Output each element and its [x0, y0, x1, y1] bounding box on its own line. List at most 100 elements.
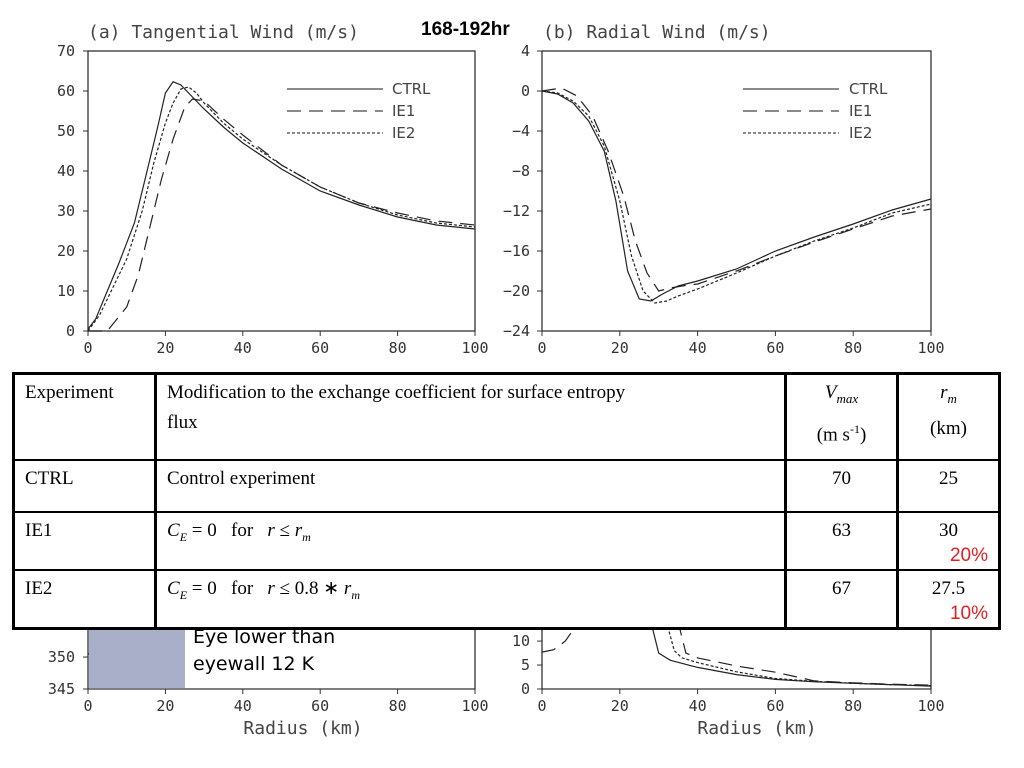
y-tick-label: −8 — [512, 162, 530, 180]
cell-modification: Control experiment — [154, 458, 787, 513]
formula-coefficient: C — [167, 519, 180, 541]
formula-rm: r — [343, 577, 352, 599]
chart-b-lines — [541, 87, 932, 304]
cell-rm-change: 10% — [949, 602, 988, 624]
x-tick-label: 60 — [311, 697, 329, 715]
header-modification-line1: Modification to the exchange coefficient… — [167, 382, 626, 403]
y-tick-label: 40 — [57, 162, 75, 180]
chart-b-legend: CTRL IE1 IE2 — [743, 80, 888, 142]
header-vmax-unit: (m s-1) — [797, 414, 886, 450]
formula-rm-subscript: m — [302, 529, 311, 544]
x-tick-label: 0 — [83, 697, 92, 715]
y-tick-label: 4 — [521, 42, 530, 60]
series-line-ctrl — [541, 90, 932, 302]
y-tick-label: 0 — [66, 322, 75, 340]
series-line-ctrl — [87, 81, 476, 330]
header-experiment: Experiment — [12, 372, 157, 461]
x-tick-label: 20 — [611, 697, 629, 715]
series-line-ie2 — [541, 90, 932, 304]
formula-coefficient-subscript: E — [179, 529, 188, 544]
y-tick-label: 60 — [57, 82, 75, 100]
header-vmax: Vmax (m s-1) — [784, 372, 899, 461]
series-line-ie2 — [87, 86, 476, 332]
y-tick-label: 30 — [57, 202, 75, 220]
chart-c-ticks: 020406080100345350355 — [48, 616, 489, 715]
y-tick-label: 0 — [521, 82, 530, 100]
formula-coefficient: C — [167, 577, 180, 599]
chart-a-frame — [87, 50, 476, 332]
cell-vmax: 70 — [784, 458, 899, 513]
legend-label-ctrl: CTRL — [392, 80, 431, 98]
chart-d: 0 20 40 60 80 100 0 5 10 Radius (km) — [512, 620, 945, 739]
eye-annotation-line2: eyewall 12 K — [193, 653, 315, 675]
legend-label-ie2: IE2 — [392, 124, 415, 142]
experiment-table: Experiment Modification to the exchange … — [12, 372, 1001, 630]
chart-a-legend: CTRL IE1 IE2 — [287, 80, 431, 142]
y-tick-label: 5 — [521, 656, 530, 674]
rm-subscript: m — [947, 390, 957, 406]
x-tick-label: 20 — [156, 339, 174, 357]
formula-factor: 0.8 ∗ — [294, 577, 344, 599]
series-line-ie1 — [541, 623, 578, 653]
header-rm-symbol: rm — [909, 378, 988, 414]
cell-rm-value: 27.5 — [931, 577, 966, 599]
series-line-ctrl — [650, 621, 932, 687]
vmax-unit-close: ) — [859, 424, 867, 446]
chart-d-lines — [541, 621, 932, 687]
y-tick-label: −12 — [503, 202, 530, 220]
y-tick-label: −20 — [503, 282, 530, 300]
header-rm-unit: (km) — [930, 417, 967, 439]
time-window-label: 168-192hr — [421, 19, 510, 40]
y-tick-label: 70 — [57, 42, 75, 60]
y-tick-label: 10 — [512, 632, 530, 650]
chart-b-title: (b) Radial Wind (m/s) — [543, 22, 771, 43]
x-tick-label: 100 — [917, 339, 944, 357]
table-row: IE1 CE = 0 for r ≤ rm 63 30 20% — [12, 510, 1001, 571]
cell-modification: CE = 0 for r ≤ 0.8 ∗ rm — [154, 568, 787, 629]
vmax-subscript: max — [836, 390, 859, 406]
y-tick-label: 345 — [48, 680, 75, 698]
y-tick-label: 20 — [57, 242, 75, 260]
y-tick-label: 350 — [48, 648, 75, 666]
x-tick-label: 80 — [844, 339, 862, 357]
x-tick-label: 60 — [766, 339, 784, 357]
chart-b: (b) Radial Wind (m/s) 0 20 40 60 80 10040−4−8… — [503, 22, 945, 357]
x-tick-label: 80 — [844, 697, 862, 715]
vmax-unit-exponent: -1 — [849, 421, 860, 436]
header-rm: rm (km) — [896, 372, 1001, 461]
x-tick-label: 0 — [83, 339, 92, 357]
formula-relation: ≤ — [274, 577, 295, 599]
cell-experiment: IE2 — [12, 568, 157, 629]
x-tick-label: 40 — [234, 339, 252, 357]
chart-a: (a) Tangential Wind (m/s) 0 20 40 60 80 100 0 1… — [57, 22, 489, 357]
formula-rm-subscript: m — [351, 587, 360, 602]
chart-c-frame — [87, 620, 476, 690]
cell-rm: 27.5 10% — [896, 568, 1001, 629]
cell-rm-value: 30 — [939, 519, 958, 541]
x-tick-label: 60 — [311, 339, 329, 357]
x-tick-label: 80 — [389, 339, 407, 357]
formula-relation: ≤ — [274, 519, 295, 541]
x-tick-label: 20 — [156, 697, 174, 715]
vmax-symbol: V — [824, 382, 837, 403]
chart-a-ticks: 0 20 40 60 80 100 0 10 20 30 40 50 60 70 — [57, 42, 489, 357]
header-modification-line2: flux — [167, 412, 198, 433]
cell-vmax: 67 — [784, 568, 899, 629]
formula-radius: r — [267, 519, 275, 541]
header-modification: Modification to the exchange coefficient… — [154, 372, 787, 461]
x-tick-label: 40 — [234, 697, 252, 715]
legend-label-ctrl: CTRL — [849, 80, 888, 98]
y-tick-label: 10 — [57, 282, 75, 300]
formula-condition: = 0 for — [187, 577, 268, 599]
cell-rm: 30 20% — [896, 510, 1001, 571]
chart-c: 020406080100345350355 Radius (km) — [48, 616, 489, 739]
cell-rm-change: 20% — [949, 544, 988, 566]
formula-rm: r — [294, 519, 303, 541]
eye-highlight-box — [89, 619, 185, 688]
x-tick-label: 40 — [689, 697, 707, 715]
chart-b-frame — [541, 50, 932, 332]
y-tick-label: −4 — [512, 122, 530, 140]
x-tick-label: 60 — [766, 697, 784, 715]
